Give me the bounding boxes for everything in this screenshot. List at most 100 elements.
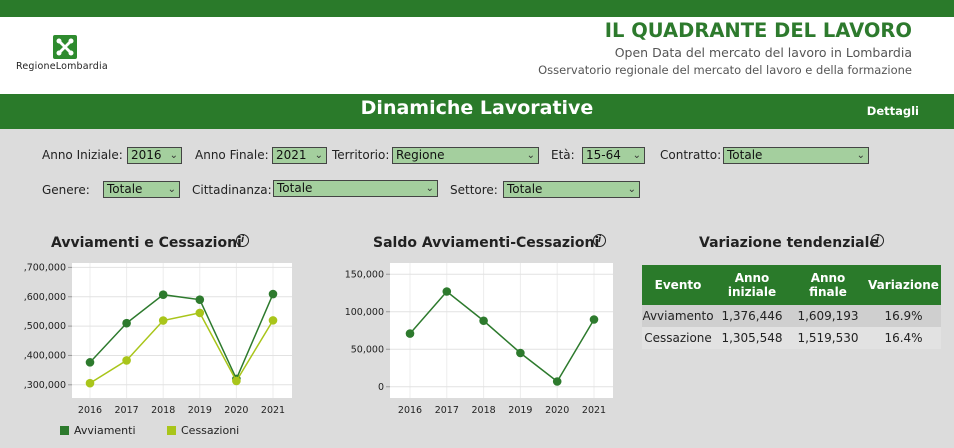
anno-finale-label: Anno Finale:	[195, 148, 269, 162]
chevron-down-icon: ⌄	[627, 184, 636, 195]
lombardy-rose-icon	[53, 35, 77, 59]
settore-value: Totale	[507, 182, 543, 196]
data-point	[479, 316, 488, 326]
logo-text: RegioneLombardia	[16, 61, 108, 72]
y-tick-label: ,400,000	[24, 350, 66, 361]
anno-finale-value: 2021	[276, 148, 307, 162]
info-icon[interactable]: i	[871, 234, 884, 247]
x-tick-label: 2016	[398, 405, 422, 416]
details-link[interactable]: Dettagli	[866, 104, 919, 118]
y-tick-label: ,700,000	[24, 262, 66, 273]
legend-swatch	[167, 426, 176, 435]
territorio-label: Territorio:	[332, 148, 390, 162]
genere-select[interactable]: Totale ⌄	[103, 181, 180, 198]
eta-label: Età:	[551, 148, 575, 162]
chevron-down-icon: ⌄	[169, 150, 178, 161]
anno-iniziale-select[interactable]: 2016 ⌄	[127, 147, 182, 164]
data-point	[268, 289, 278, 299]
territorio-select[interactable]: Regione ⌄	[392, 147, 539, 164]
y-tick-label: 0	[378, 382, 384, 393]
info-icon[interactable]: i	[593, 234, 606, 247]
data-point	[405, 329, 415, 338]
table-cell: Avviamento	[642, 305, 714, 327]
chart2-title: Saldo Avviamenti-Cessazioni	[373, 235, 600, 251]
anno-iniziale-value: 2016	[131, 148, 162, 162]
contratto-label: Contratto:	[660, 148, 722, 162]
y-tick-label: 150,000	[345, 269, 384, 280]
settore-label: Settore:	[450, 183, 498, 197]
data-point	[85, 378, 95, 388]
data-point	[122, 356, 131, 365]
table-row: Avviamento 1,376,446 1,609,193 16.9%	[642, 305, 941, 327]
plot-area	[72, 263, 292, 398]
y-tick-label: 50,000	[351, 344, 384, 355]
contratto-select[interactable]: Totale ⌄	[723, 147, 869, 164]
series-line	[89, 312, 274, 384]
y-tick-label: ,500,000	[24, 321, 66, 332]
x-tick-label: 2018	[472, 405, 496, 416]
data-point	[195, 308, 205, 318]
y-tick-label: ,300,000	[24, 380, 66, 391]
anno-finale-select[interactable]: 2021 ⌄	[272, 147, 327, 164]
contratto-value: Totale	[727, 148, 763, 162]
legend-swatch	[60, 426, 69, 435]
table-header-cell: Variazione	[866, 265, 941, 305]
data-point	[552, 377, 562, 386]
table-row: Cessazione 1,305,548 1,519,530 16.4%	[642, 327, 941, 349]
table-header-row: Evento Anno iniziale Anno finale Variazi…	[642, 265, 941, 305]
data-point	[232, 374, 241, 384]
anno-iniziale-label: Anno Iniziale:	[42, 148, 123, 162]
site-subtitle-2: Osservatorio regionale del mercato del l…	[538, 63, 912, 77]
chevron-down-icon: ⌄	[314, 150, 323, 161]
x-tick-label: 2019	[188, 405, 212, 416]
series-line	[409, 290, 595, 383]
table-cell: Cessazione	[642, 327, 714, 349]
table-cell: 1,609,193	[790, 305, 866, 327]
top-accent-bar	[0, 0, 954, 17]
page-navbar: Dinamiche Lavorative Dettagli	[0, 94, 954, 129]
territorio-value: Regione	[396, 148, 445, 162]
data-point	[85, 358, 95, 367]
chevron-down-icon: ⌄	[856, 150, 865, 161]
table-cell: 1,519,530	[790, 327, 866, 349]
x-tick-label: 2020	[545, 405, 569, 416]
genere-value: Totale	[107, 182, 143, 196]
x-tick-label: 2017	[435, 405, 459, 416]
site-header: RegioneLombardia IL QUADRANTE DEL LAVORO…	[0, 17, 954, 94]
x-tick-label: 2018	[151, 405, 175, 416]
table-cell: 16.4%	[866, 327, 941, 349]
cittadinanza-value: Totale	[277, 181, 313, 195]
settore-select[interactable]: Totale ⌄	[503, 181, 640, 198]
legend-label: Avviamenti	[74, 424, 136, 437]
data-point	[442, 287, 452, 296]
data-point	[589, 315, 599, 324]
series-line	[89, 293, 274, 381]
table-cell: 1,305,548	[714, 327, 790, 349]
table-header-cell: Anno iniziale	[714, 265, 790, 305]
site-title: IL QUADRANTE DEL LAVORO	[604, 19, 912, 42]
eta-select[interactable]: 15-64 ⌄	[582, 147, 645, 164]
page-title: Dinamiche Lavorative	[360, 97, 594, 119]
data-point	[122, 318, 131, 328]
x-tick-label: 2020	[224, 405, 248, 416]
table-cell: 16.9%	[866, 305, 941, 327]
x-tick-label: 2021	[261, 405, 285, 416]
x-tick-label: 2019	[508, 405, 532, 416]
data-point	[232, 376, 241, 386]
chevron-down-icon: ⌄	[526, 150, 535, 161]
genere-label: Genere:	[42, 183, 90, 197]
data-point	[268, 316, 278, 325]
legend-cessazioni[interactable]: Cessazioni	[167, 424, 239, 437]
cittadinanza-label: Cittadinanza:	[192, 183, 272, 197]
chart1-title: Avviamenti e Cessazioni	[51, 235, 242, 251]
x-tick-label: 2021	[582, 405, 606, 416]
chevron-down-icon: ⌄	[632, 150, 641, 161]
eta-value: 15-64	[586, 148, 621, 162]
x-tick-label: 2016	[78, 405, 102, 416]
data-point	[195, 295, 205, 304]
data-point	[158, 290, 168, 299]
info-icon[interactable]: i	[236, 234, 249, 247]
cittadinanza-select[interactable]: Totale ⌄	[273, 180, 438, 197]
legend-avviamenti[interactable]: Avviamenti	[60, 424, 136, 437]
data-point	[158, 316, 168, 325]
